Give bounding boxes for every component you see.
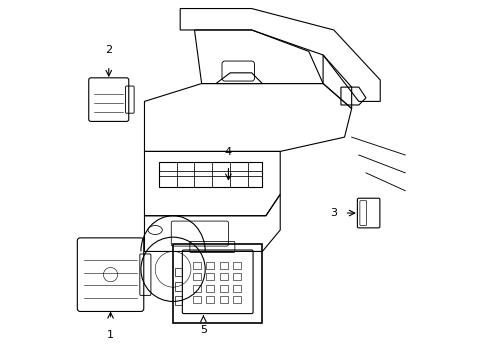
Bar <box>220 273 227 280</box>
Bar <box>192 285 200 292</box>
Text: 2: 2 <box>105 45 112 55</box>
Bar <box>233 262 241 269</box>
Bar <box>233 285 241 292</box>
Bar <box>192 273 200 280</box>
Bar <box>206 285 214 292</box>
Text: 5: 5 <box>200 325 206 336</box>
Bar <box>220 262 227 269</box>
Bar <box>206 273 214 280</box>
Bar <box>233 273 241 280</box>
Bar <box>206 296 214 303</box>
Bar <box>175 282 182 291</box>
Bar <box>220 285 227 292</box>
Text: 3: 3 <box>329 208 337 218</box>
Bar <box>192 296 200 303</box>
Bar <box>233 296 241 303</box>
Bar <box>175 296 182 305</box>
Bar <box>173 244 262 323</box>
Bar <box>220 296 227 303</box>
Bar <box>192 262 200 269</box>
Bar <box>175 267 182 276</box>
Bar <box>206 262 214 269</box>
Text: 4: 4 <box>224 147 231 157</box>
Text: 1: 1 <box>107 330 114 340</box>
